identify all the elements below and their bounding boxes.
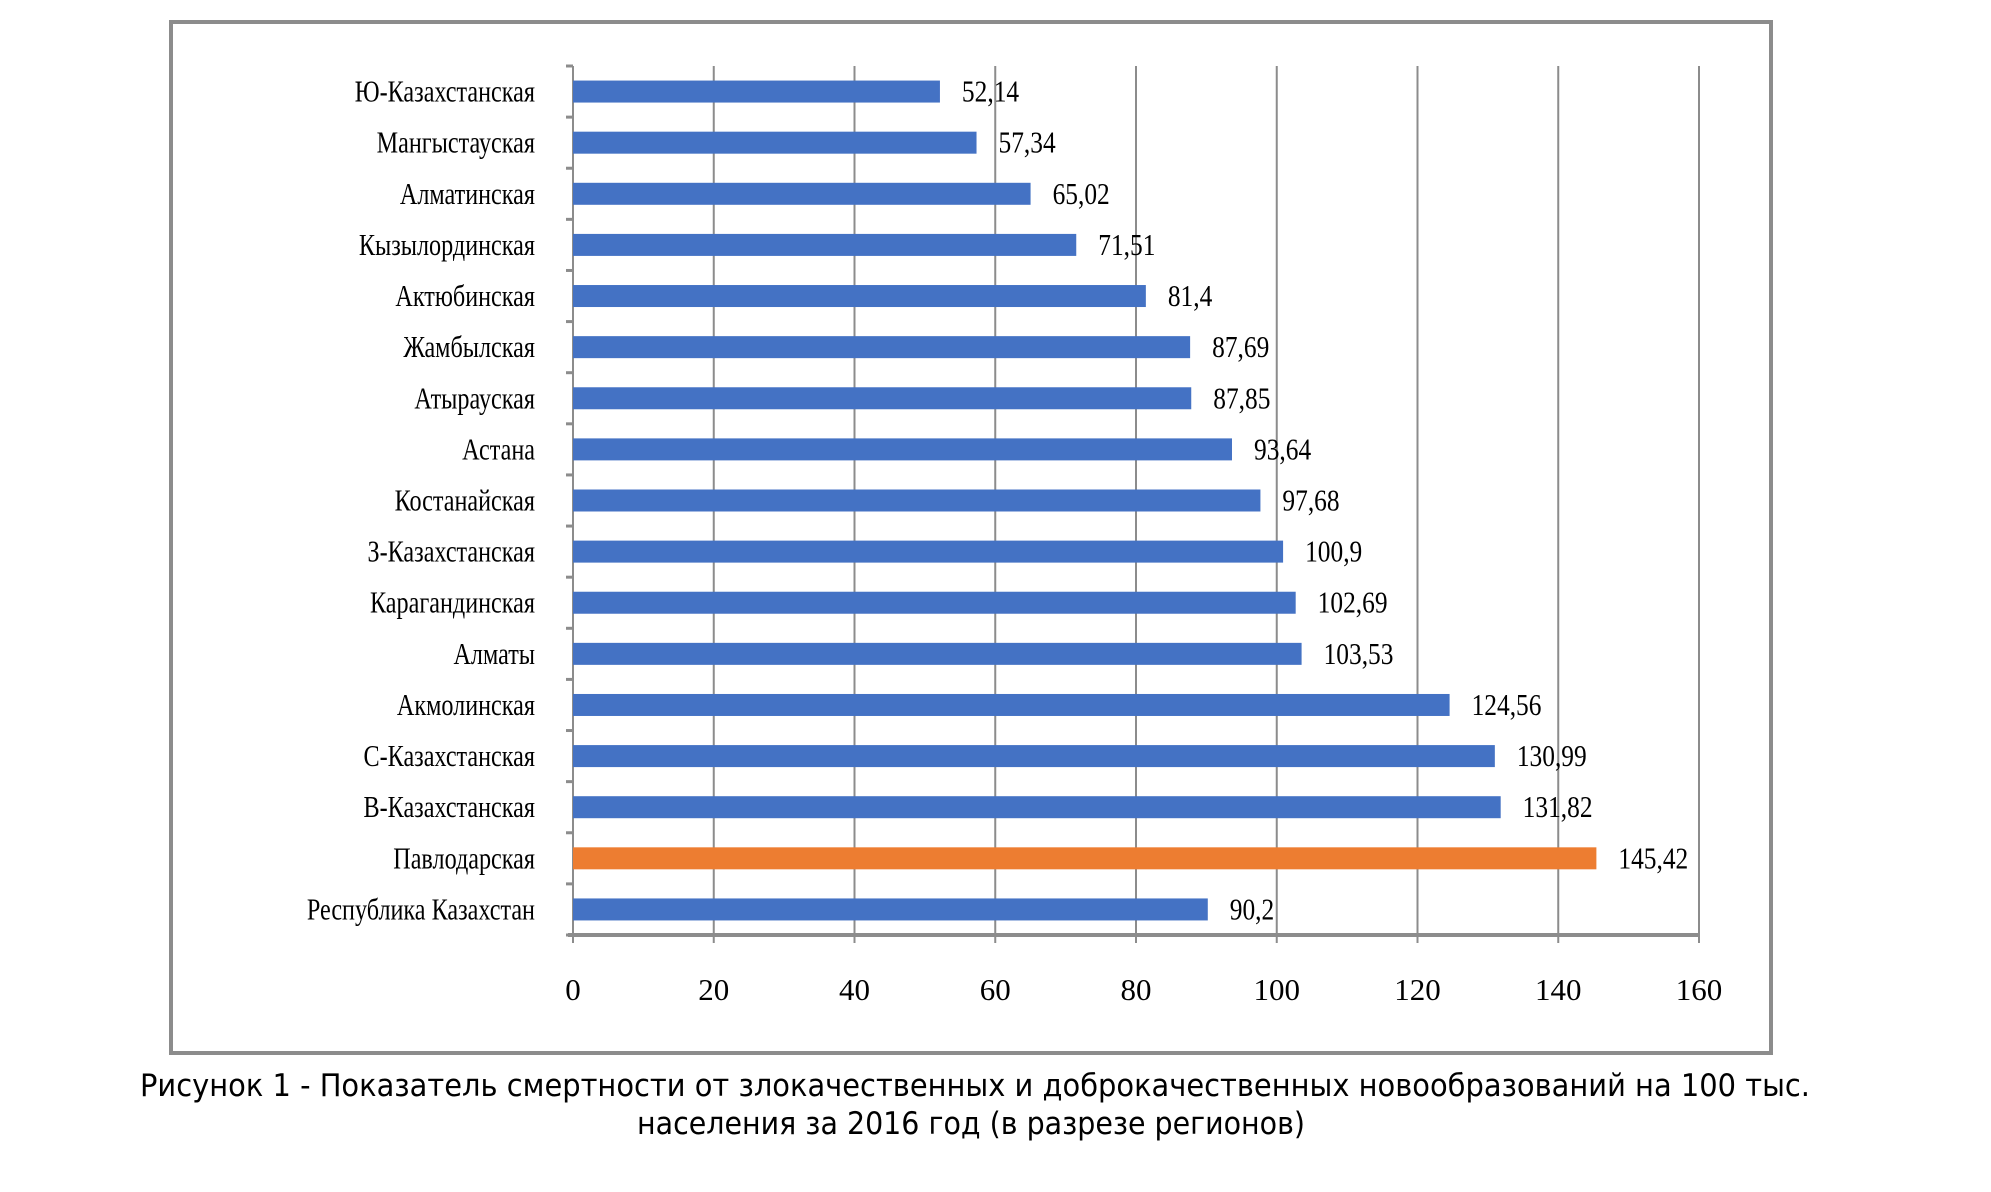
data-label-group: 131,82 [1523,791,1593,825]
data-label-group: 90,2 [1230,893,1274,927]
bar [573,489,1261,512]
x-tick-label: 100 [1254,972,1301,1007]
category-label-group: Кызылординская [359,228,535,263]
data-label-group: 100,9 [1305,535,1362,569]
bar [573,796,1501,819]
data-label-group: 93,64 [1254,433,1311,467]
x-tick-label: 160 [1676,972,1723,1007]
category-label-group: Атырауская [414,382,535,417]
x-tick-label: 0 [565,972,581,1007]
bar [573,898,1208,921]
category-label: Павлодарская [393,842,535,877]
category-label: С-Казахстанская [363,739,535,774]
data-label-group: 145,42 [1618,842,1688,876]
data-label-group: 103,53 [1324,638,1394,672]
x-tick-label: 80 [1121,972,1152,1007]
category-label: В-Казахстанская [363,790,535,825]
caption-line-1: Рисунок 1 - Показатель смертности от зло… [140,1068,1810,1104]
category-label-group: Актюбинская [395,279,535,314]
data-label-group: 57,34 [999,126,1056,160]
bar [573,182,1031,205]
data-label: 93,64 [1254,433,1311,467]
data-label-group: 124,56 [1472,689,1542,723]
category-label-group: Ю-Казахстанская [355,75,535,110]
bar [573,80,940,103]
data-label-group: 87,85 [1213,382,1270,416]
bar [573,745,1495,768]
category-label-group: Астана [462,433,535,468]
data-label: 81,4 [1168,280,1212,314]
data-label: 103,53 [1324,638,1394,672]
data-label: 65,02 [1053,178,1110,212]
category-label: Актюбинская [395,279,535,314]
bar [573,540,1284,563]
data-label: 145,42 [1618,842,1688,876]
category-label: Астана [462,433,535,468]
bar [573,847,1597,870]
category-label: Карагандинская [370,586,535,621]
category-label: З-Казахстанская [367,535,535,570]
data-label: 57,34 [999,126,1056,160]
category-label-group: Алматы [453,637,535,672]
category-label-group: В-Казахстанская [363,790,535,825]
category-label-group: Мангыстауская [377,126,536,161]
category-label-group: Карагандинская [370,586,535,621]
data-label-group: 71,51 [1098,229,1155,263]
data-label-group: 52,14 [962,75,1019,109]
x-tick-label: 120 [1394,972,1441,1007]
category-label-group: Костанайская [395,484,536,519]
data-label: 71,51 [1098,229,1155,263]
x-tick-label: 140 [1535,972,1582,1007]
category-label-group: Республика Казахстан [307,893,535,928]
x-tick-label: 20 [698,972,729,1007]
bar [573,642,1302,665]
category-label-group: Алматинская [400,177,535,212]
category-label: Кызылординская [359,228,535,263]
bar [573,591,1296,614]
bar [573,233,1077,256]
category-label: Алматы [453,637,535,672]
data-label-group: 102,69 [1318,586,1388,620]
data-label: 130,99 [1517,740,1587,774]
data-label: 124,56 [1472,689,1542,723]
data-label-group: 87,69 [1212,331,1269,365]
data-label-group: 65,02 [1053,178,1110,212]
category-label: Мангыстауская [377,126,536,161]
data-label-group: 81,4 [1168,280,1212,314]
data-label: 90,2 [1230,893,1274,927]
data-label-group: 97,68 [1282,484,1339,518]
bar [573,131,977,154]
category-label: Жамбылская [403,330,535,365]
category-label: Атырауская [414,382,535,417]
category-label-group: Павлодарская [393,842,535,877]
category-label: Акмолинская [397,688,535,723]
category-label-group: Жамбылская [403,330,535,365]
category-label-group: З-Казахстанская [367,535,535,570]
bar [573,387,1192,410]
data-label: 87,85 [1213,382,1270,416]
data-label: 97,68 [1282,484,1339,518]
bar [573,438,1232,461]
x-tick-label: 60 [980,972,1011,1007]
category-label: Алматинская [400,177,535,212]
category-label-group: С-Казахстанская [363,739,535,774]
data-label: 131,82 [1523,791,1593,825]
x-tick-label: 40 [839,972,870,1007]
bar [573,336,1191,359]
category-label-group: Акмолинская [397,688,535,723]
bar [573,693,1450,716]
data-label: 100,9 [1305,535,1362,569]
category-label: Республика Казахстан [307,893,535,928]
data-label-group: 130,99 [1517,740,1587,774]
data-label: 102,69 [1318,586,1388,620]
bar [573,285,1146,308]
category-label: Костанайская [395,484,536,519]
category-label: Ю-Казахстанская [355,75,535,110]
caption-line-2: населения за 2016 год (в разрезе регионо… [637,1106,1305,1142]
data-label: 87,69 [1212,331,1269,365]
data-label: 52,14 [962,75,1019,109]
